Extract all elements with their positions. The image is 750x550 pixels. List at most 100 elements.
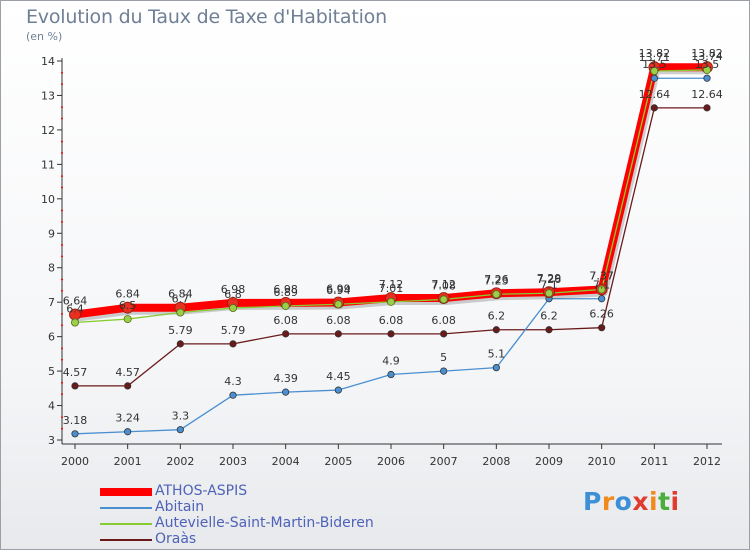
data-label: 4.45	[326, 370, 351, 383]
y-minor-tick	[61, 140, 63, 143]
data-label: 7.1	[593, 279, 611, 292]
data-label: 4.57	[115, 366, 140, 379]
data-label: 13.5	[695, 58, 720, 71]
data-label: 6.8	[224, 288, 242, 301]
data-point	[176, 426, 184, 434]
data-label: 7.08	[431, 279, 456, 292]
data-label: 6.4	[66, 303, 84, 316]
data-point	[703, 65, 712, 74]
x-tick-label: 2001	[114, 455, 142, 468]
data-label: 5.1	[488, 348, 506, 361]
data-point	[650, 66, 659, 75]
y-minor-tick	[61, 324, 63, 327]
data-label: 6.94	[326, 284, 351, 297]
chart-subtitle: (en %)	[26, 30, 63, 43]
y-minor-tick	[61, 312, 63, 315]
y-minor-tick	[61, 83, 63, 86]
legend-swatch	[100, 507, 152, 509]
data-label: 7.26	[484, 273, 509, 286]
data-point	[440, 367, 448, 375]
y-tick-label: 12	[41, 124, 55, 137]
data-label: 6.89	[273, 286, 298, 299]
data-point	[440, 330, 448, 338]
y-tick-label: 7	[48, 296, 55, 309]
data-point	[282, 388, 290, 396]
data-point	[545, 289, 554, 298]
y-tick-label: 5	[48, 365, 55, 378]
x-tick-label: 2012	[693, 455, 721, 468]
data-label: 6.84	[115, 288, 140, 301]
data-label: 12.64	[691, 88, 723, 101]
logo-letter: t	[658, 487, 671, 516]
y-tick-label: 6	[48, 331, 55, 344]
y-minor-tick	[61, 289, 63, 292]
data-label: 6.99	[326, 283, 351, 296]
data-point	[492, 326, 500, 334]
data-label: 13.82	[639, 47, 671, 60]
y-minor-tick	[61, 209, 63, 212]
logo-letter: o	[614, 487, 633, 516]
data-label: 5.79	[221, 324, 246, 337]
data-label: 6.7	[172, 293, 190, 306]
data-point	[228, 304, 237, 313]
logo-letter: i	[670, 487, 680, 516]
y-minor-tick	[61, 393, 63, 396]
data-label: 6.98	[221, 283, 246, 296]
y-minor-tick	[61, 175, 63, 178]
legend-swatch	[100, 488, 152, 496]
data-point	[121, 301, 134, 314]
data-point	[386, 297, 395, 306]
y-minor-tick	[61, 347, 63, 350]
data-label: 7.01	[379, 282, 404, 295]
data-point	[387, 370, 395, 379]
data-point	[176, 340, 184, 348]
data-point	[650, 104, 658, 112]
y-minor-tick	[61, 243, 63, 246]
data-point	[124, 428, 132, 436]
data-point	[387, 330, 395, 338]
data-label: 13.71	[639, 51, 671, 64]
data-point	[703, 104, 711, 112]
x-tick-label: 2007	[430, 455, 458, 468]
y-tick-label: 10	[41, 193, 55, 206]
data-label: 6.08	[379, 314, 404, 327]
data-label: 13.5	[642, 58, 667, 71]
x-tick-label: 2010	[588, 455, 616, 468]
data-point	[123, 315, 132, 324]
legend-label: ATHOS-ASPIS	[155, 483, 248, 499]
data-label: 5.79	[168, 324, 193, 337]
x-tick-label: 2002	[166, 455, 194, 468]
data-label: 6.5	[119, 299, 137, 312]
y-tick-label: 8	[48, 262, 55, 275]
data-label: 6.08	[326, 314, 351, 327]
data-point	[334, 300, 343, 309]
x-tick-label: 2003	[219, 455, 247, 468]
data-label: 7.26	[537, 273, 562, 286]
y-minor-tick	[61, 220, 63, 223]
data-label: 6.84	[168, 288, 193, 301]
y-minor-tick	[61, 416, 63, 419]
data-point	[176, 308, 185, 317]
y-minor-tick	[61, 255, 63, 258]
legend-label: Abitain	[155, 499, 205, 515]
data-point	[703, 74, 711, 82]
data-label: 12.64	[639, 88, 671, 101]
data-label: 7.29	[537, 272, 562, 285]
data-label: 4.39	[273, 372, 298, 385]
data-label: 13.82	[691, 47, 723, 60]
data-label: 3.3	[172, 410, 190, 423]
legend-label: Autevielle-Saint-Martin-Bideren	[155, 515, 374, 531]
data-label: 6.08	[431, 314, 456, 327]
data-label: 4.9	[382, 355, 400, 368]
data-label: 7.12	[431, 278, 456, 291]
data-label: 7.23	[484, 274, 509, 287]
y-minor-tick	[61, 358, 63, 361]
y-minor-tick	[61, 427, 63, 430]
data-label: 5	[440, 351, 447, 364]
data-label: 7.12	[379, 278, 404, 291]
logo-letter: P	[583, 487, 602, 516]
data-point	[282, 330, 290, 338]
y-tick-label: 13	[41, 89, 55, 102]
